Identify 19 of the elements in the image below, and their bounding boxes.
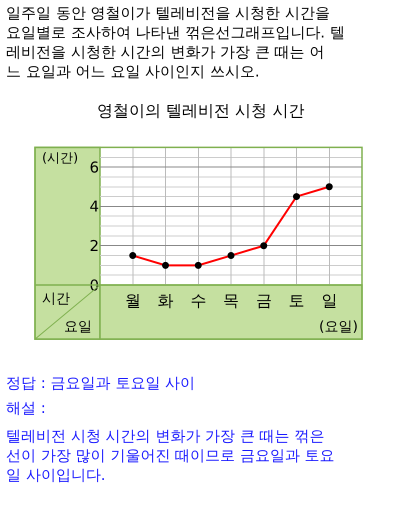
x-tick-label: 월 xyxy=(124,291,141,310)
x-tick-label: 화 xyxy=(158,291,174,310)
text: 시간 xyxy=(42,291,70,307)
text: 텔레비전 시청 시간의 변화가 가장 큰 때는 꺾은선이 가장 많이 기울어진 때이므로 금요일과 토요일 사이입니다. xyxy=(6,427,335,484)
x-tick-label: 목 xyxy=(223,291,239,310)
x-tick-label: 수 xyxy=(190,291,206,310)
chart-title: 영철이의 텔레비전 시청 시간 xyxy=(97,101,304,120)
y-axis-title: (시간) xyxy=(42,151,78,166)
x-axis-title: (요일) xyxy=(319,319,358,335)
text: 해설 : xyxy=(6,399,46,417)
y-tick-label: 4 xyxy=(89,198,99,216)
x-tick-label: 토 xyxy=(288,291,304,310)
y-tick-label: 6 xyxy=(89,158,99,176)
text: 정답 : 금요일과 토요일 사이 xyxy=(6,374,196,392)
text: 일주일 동안 영철이가 텔레비전을 시청한 시간을 요일별로 조사하여 나타낸 꺾은선그래프입니다. 텔레비전을 시청한 시간의 변화가 가장 큰 때는 어느 요일과 어느 요일 사이인지 쓰시오. xyxy=(6,4,345,80)
x-tick-label: 일 xyxy=(321,291,338,310)
x-tick-label: 금 xyxy=(256,291,272,310)
y-tick-label: 2 xyxy=(89,236,99,255)
text: 요일 xyxy=(64,319,92,335)
